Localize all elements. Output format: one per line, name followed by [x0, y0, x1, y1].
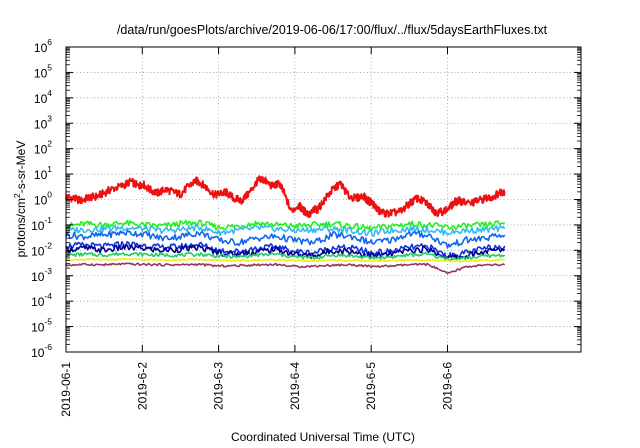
- y-tick-exponent: 4: [47, 88, 52, 98]
- y-tick-base: 10: [34, 41, 48, 55]
- y-tick-label: 10-5: [31, 317, 52, 335]
- y-tick-label: 10-1: [31, 215, 52, 233]
- y-tick-base: 10: [31, 244, 45, 258]
- y-tick-exponent: 6: [47, 37, 52, 47]
- y-tick-base: 10: [34, 143, 48, 157]
- y-tick-exponent: -6: [44, 342, 52, 352]
- y-tick-base: 10: [31, 321, 45, 335]
- y-tick-exponent: 0: [47, 190, 52, 200]
- y-tick-exponent: 5: [47, 62, 52, 72]
- y-tick-label: 104: [34, 88, 52, 106]
- y-tick-label: 103: [34, 113, 52, 131]
- y-axis-label: protons/cm2-s-sr-MeV: [12, 141, 28, 258]
- x-tick-label: 2019-6-2: [135, 362, 149, 410]
- chart-title: /data/run/goesPlots/archive/2019-06-06/1…: [117, 23, 548, 37]
- flux-series-line: [65, 223, 506, 237]
- y-tick-label: 101: [34, 164, 52, 182]
- y-tick-exponent: 3: [47, 113, 52, 123]
- y-tick-base: 10: [34, 194, 48, 208]
- flux-series-line: [65, 229, 506, 249]
- flux-series-line: [65, 257, 505, 263]
- x-tick-label: 2019-06-1: [59, 362, 73, 417]
- y-tick-base: 10: [34, 66, 48, 80]
- y-tick-label: 102: [34, 139, 52, 157]
- y-tick-exponent: 1: [47, 164, 52, 174]
- x-tick-label: 2019-6-4: [288, 362, 302, 410]
- y-tick-labels: 10610510410310210110010-110-210-310-410-…: [31, 37, 52, 360]
- y-tick-exponent: -3: [44, 266, 52, 276]
- x-tick-label: 2019-6-6: [440, 362, 454, 410]
- y-tick-exponent: -1: [44, 215, 52, 225]
- y-tick-base: 10: [31, 295, 45, 309]
- x-tick-labels: 2019-06-1 2019-6-2 2019-6-3 2019-6-4 2019-6-…: [59, 362, 454, 417]
- x-tick-label: 2019-6-5: [364, 362, 378, 410]
- x-axis-label: Coordinated Universal Time (UTC): [231, 430, 415, 444]
- y-tick-base: 10: [34, 168, 48, 182]
- y-tick-label: 105: [34, 62, 52, 80]
- flux-series-line: [65, 175, 506, 219]
- y-tick-exponent: 2: [47, 139, 52, 149]
- y-tick-base: 10: [34, 117, 48, 131]
- y-tick-label: 106: [34, 37, 52, 55]
- y-tick-label: 10-2: [31, 240, 52, 258]
- y-tick-base: 10: [31, 346, 45, 360]
- y-tick-label: 10-3: [31, 266, 52, 284]
- flux-series-line: [65, 243, 506, 260]
- y-tick-exponent: -2: [44, 240, 52, 250]
- y-tick-label: 100: [34, 190, 52, 208]
- y-axis-label-prefix: protons/cm: [14, 198, 28, 257]
- y-tick-label: 10-6: [31, 342, 52, 360]
- y-tick-base: 10: [31, 219, 45, 233]
- y-tick-base: 10: [31, 270, 45, 284]
- y-axis-label-superscript: 2: [12, 193, 22, 198]
- x-tick-label: 2019-6-3: [212, 362, 226, 410]
- y-tick-exponent: -4: [44, 291, 52, 301]
- flux-series-line: [66, 251, 506, 262]
- y-tick-exponent: -5: [44, 317, 52, 327]
- series-layer: [65, 175, 506, 275]
- y-tick-base: 10: [34, 92, 48, 106]
- y-tick-label: 10-4: [31, 291, 52, 309]
- axis-ticks: [65, 46, 581, 353]
- y-axis-label-suffix: -s-sr-MeV: [14, 141, 28, 194]
- flux-series-line: [65, 262, 506, 275]
